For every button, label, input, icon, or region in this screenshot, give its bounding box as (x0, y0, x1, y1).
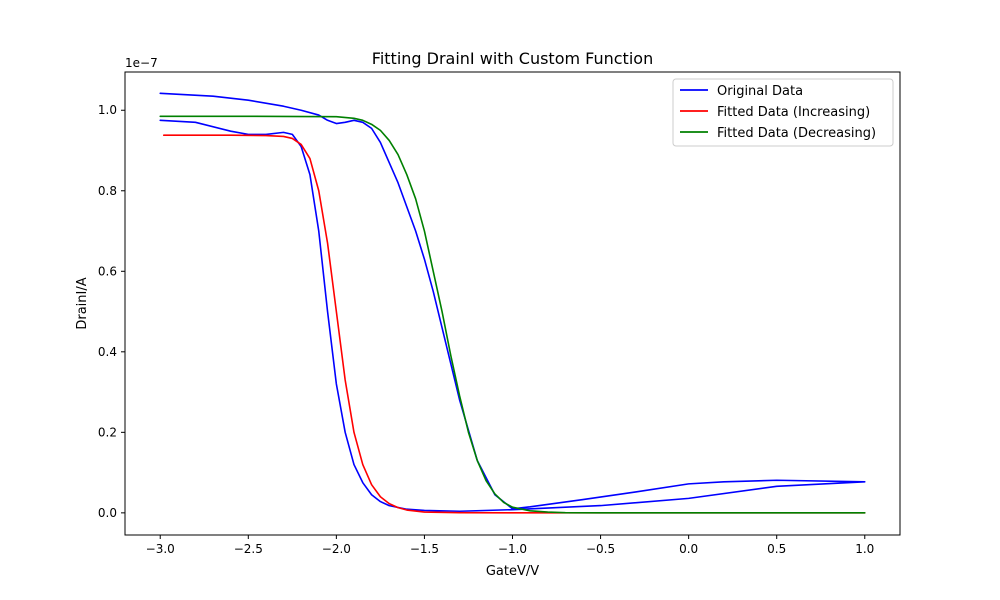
legend: Original Data Fitted Data (Increasing) Fit… (672, 78, 894, 147)
x-tick-label: −3.0 (146, 542, 175, 556)
series-lines (159, 92, 866, 514)
x-tick-label: −2.5 (234, 542, 263, 556)
y-tick-label: 0.0 (98, 506, 117, 520)
x-tick-label: 1.0 (855, 542, 874, 556)
x-tick-label: 0.5 (767, 542, 786, 556)
y-tick-label: 0.8 (98, 184, 117, 198)
legend-box (672, 78, 894, 147)
x-axis-ticks: −3.0 −2.5 −2.0 −1.5 −1.0 −0.5 0.0 0.5 1.0 (146, 535, 874, 556)
x-tick-label: 0.0 (679, 542, 698, 556)
y-tick-label: 0.6 (98, 264, 117, 278)
chart-title: Fitting DrainI with Custom Function (372, 49, 653, 68)
legend-label-3: Fitted Data (Decreasing) (717, 126, 876, 141)
x-tick-label: −1.5 (410, 542, 439, 556)
x-tick-label: −2.0 (322, 542, 351, 556)
x-axis-label: GateV/V (486, 564, 539, 579)
legend-label-2: Fitted Data (Increasing) (717, 105, 870, 120)
series-line-3 (159, 115, 866, 514)
y-axis-label: DrainI/A (75, 277, 90, 329)
x-tick-label: −0.5 (586, 542, 615, 556)
x-tick-label: −1.0 (498, 542, 527, 556)
legend-label-1: Original Data (717, 84, 803, 99)
y-offset-text: 1e−7 (125, 56, 158, 70)
y-tick-label: 0.2 (98, 425, 117, 439)
series-line-1 (159, 92, 866, 513)
y-axis-ticks: 0.0 0.2 0.4 0.6 0.8 1.0 (98, 103, 125, 520)
series-line-2 (162, 134, 866, 514)
y-tick-label: 1.0 (98, 103, 117, 117)
y-tick-label: 0.4 (98, 345, 117, 359)
